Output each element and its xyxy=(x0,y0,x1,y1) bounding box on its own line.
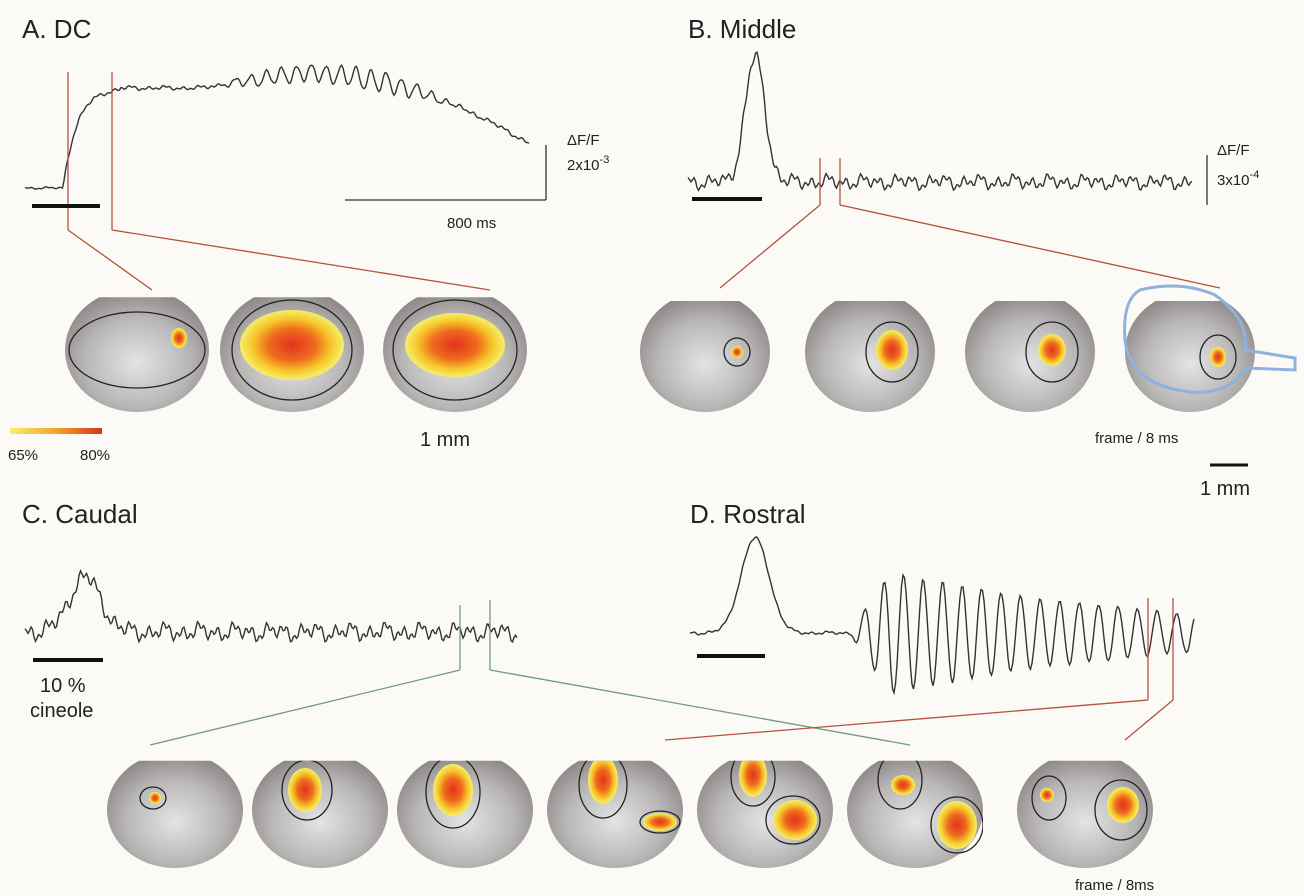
line xyxy=(1124,699,1174,741)
image-frame xyxy=(847,760,983,868)
contour xyxy=(723,337,751,367)
activity xyxy=(773,800,817,840)
activity xyxy=(937,801,977,849)
panel-title: A. DC xyxy=(22,14,91,44)
tissue xyxy=(965,301,1095,412)
scale-value: 3x10-4 xyxy=(1217,169,1259,189)
tissue xyxy=(697,760,833,868)
activity xyxy=(588,760,618,804)
activity xyxy=(405,313,505,377)
frame-label: frame / 8ms xyxy=(1075,877,1154,894)
panel-title: C. Caudal xyxy=(22,499,138,529)
colorbar xyxy=(10,428,102,434)
trace xyxy=(24,569,518,644)
tissue xyxy=(805,301,935,412)
activity xyxy=(171,328,187,348)
distance-label: 1 mm xyxy=(420,429,470,451)
contour xyxy=(1025,321,1079,383)
contour xyxy=(425,760,481,829)
contour xyxy=(765,795,821,845)
scale-value: 2x10-3 xyxy=(567,154,609,174)
contour xyxy=(877,760,923,810)
activity xyxy=(240,310,344,380)
line xyxy=(489,669,911,746)
contour xyxy=(231,299,353,401)
contour xyxy=(639,810,681,834)
time-label: 800 ms xyxy=(447,215,496,232)
activity xyxy=(891,775,915,795)
image-frame xyxy=(397,760,533,868)
tissue xyxy=(640,301,770,412)
trace xyxy=(687,50,1193,192)
contour xyxy=(1094,779,1148,841)
contour xyxy=(1031,775,1067,821)
image-frame xyxy=(220,297,364,412)
contour xyxy=(281,760,333,821)
image-frame xyxy=(965,301,1095,412)
outline xyxy=(1123,284,1297,394)
colorbar-high: 80% xyxy=(80,447,110,464)
activity xyxy=(739,760,767,797)
image-frame xyxy=(1125,301,1255,412)
scale-label: ΔF/F xyxy=(1217,142,1250,159)
contour xyxy=(865,321,919,383)
tissue xyxy=(65,297,209,412)
line xyxy=(839,204,1221,289)
image-frame xyxy=(107,760,243,868)
contour xyxy=(68,311,206,389)
trace xyxy=(24,63,530,190)
contour xyxy=(578,760,628,819)
image-frame xyxy=(252,760,388,868)
scale-exp: -3 xyxy=(600,154,610,166)
scale-exp: -4 xyxy=(1250,169,1260,181)
image-frame xyxy=(1017,760,1153,868)
scale-base: 2x10 xyxy=(567,157,600,174)
activity xyxy=(1038,334,1066,366)
contour xyxy=(730,760,776,807)
frame-label: frame / 8 ms xyxy=(1095,430,1178,447)
line xyxy=(719,204,821,289)
distance-label: 1 mm xyxy=(1200,478,1250,500)
panel-title: B. Middle xyxy=(688,14,796,44)
stimulus-label: cineole xyxy=(30,700,93,722)
activity xyxy=(731,346,743,358)
activity xyxy=(288,768,322,812)
image-frame xyxy=(383,297,527,412)
line xyxy=(664,699,1149,741)
trace xyxy=(689,536,1195,696)
panel-title: D. Rostral xyxy=(690,499,806,529)
line xyxy=(111,229,491,291)
contour xyxy=(139,786,167,810)
scale-label: ΔF/F xyxy=(567,132,600,149)
tissue xyxy=(252,760,388,868)
activity xyxy=(1210,347,1226,367)
activity xyxy=(1040,788,1054,802)
image-frame xyxy=(547,760,683,868)
tissue xyxy=(397,760,533,868)
scale-base: 3x10 xyxy=(1217,172,1250,189)
tissue xyxy=(1017,760,1153,868)
stimulus-label: 10 % xyxy=(40,675,86,697)
line xyxy=(149,669,461,746)
colorbar-low: 65% xyxy=(8,447,38,464)
contour xyxy=(1199,334,1237,380)
line xyxy=(67,229,153,291)
image-frame xyxy=(805,301,935,412)
contour xyxy=(930,796,983,854)
contour xyxy=(392,299,518,401)
activity xyxy=(1107,787,1139,823)
image-frame xyxy=(65,297,209,412)
activity xyxy=(149,792,161,804)
activity xyxy=(876,330,908,370)
activity xyxy=(433,764,473,816)
image-frame xyxy=(640,301,770,412)
image-frame xyxy=(697,760,833,868)
tissue xyxy=(107,760,243,868)
activity xyxy=(643,813,677,831)
